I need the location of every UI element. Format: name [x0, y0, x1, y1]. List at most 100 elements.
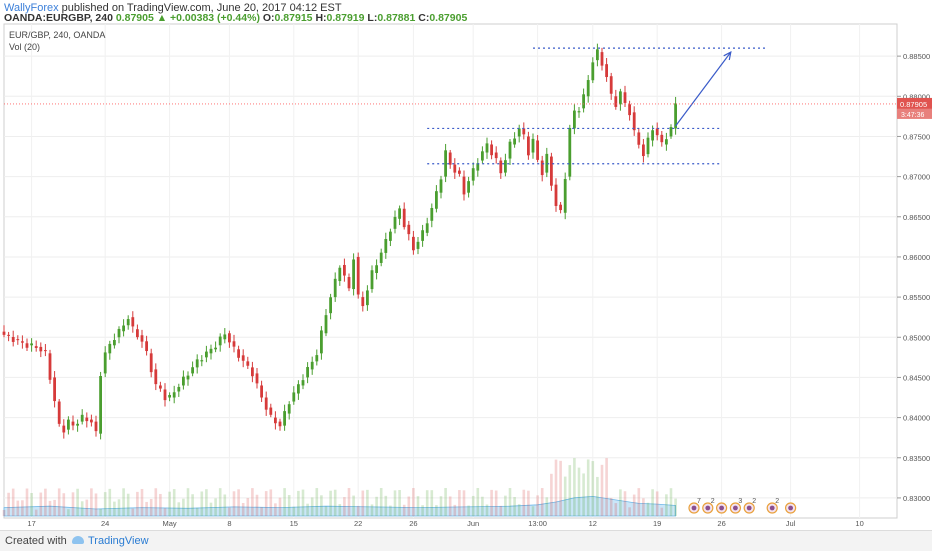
volume-bar — [255, 494, 259, 516]
candle-body — [21, 341, 24, 343]
candle-body — [237, 349, 240, 358]
volume-bar — [559, 460, 562, 516]
candle-body — [264, 397, 268, 410]
event-count: 3 — [738, 498, 742, 505]
volume-bar — [425, 490, 429, 516]
volume-bar — [333, 489, 337, 516]
candle-body — [269, 407, 273, 415]
volume-bar — [94, 493, 98, 516]
candle-body — [421, 230, 424, 241]
volume-bar — [614, 503, 618, 516]
price-axis[interactable]: 0.88500 0.88000 0.87500 0.87000 0.86500 0.860… — [897, 52, 932, 503]
candle-body — [471, 168, 475, 181]
plot-area[interactable] — [3, 23, 898, 519]
volume-bar — [600, 464, 604, 516]
candle-body — [582, 94, 585, 109]
price-tick-label: 0.86500 — [903, 213, 930, 222]
volume-bar — [122, 488, 125, 516]
volume-bar — [352, 495, 355, 516]
time-axis[interactable]: 17 24 May 8 15 22 26 Jun 13:00 12 19 26 Jul 10 — [27, 519, 863, 528]
volume-bar — [301, 489, 305, 516]
candle-body — [476, 163, 480, 171]
candle-body — [490, 144, 493, 156]
candle-body — [223, 334, 227, 340]
event-marker-dot — [719, 505, 724, 511]
candle-body — [448, 152, 452, 165]
candle-body — [306, 367, 309, 378]
tradingview-link[interactable]: TradingView — [72, 535, 149, 547]
candle-body — [347, 277, 351, 289]
footer: Created with TradingView — [0, 530, 932, 551]
candle-body — [425, 223, 429, 233]
volume-bar — [195, 507, 199, 516]
candle-body — [320, 330, 323, 354]
candle-body — [605, 64, 608, 78]
volume-bar — [205, 489, 208, 516]
candle-body — [467, 181, 470, 193]
volume-bar — [186, 488, 190, 516]
volume-bar — [287, 495, 291, 516]
event-markers: 7 2 3 2 2 — [688, 498, 797, 514]
volume-bar — [136, 491, 139, 516]
candle-body — [550, 156, 553, 186]
volume-bar — [191, 494, 194, 516]
candle-body — [527, 136, 530, 156]
volume-bar — [412, 488, 415, 516]
candle-body — [232, 341, 236, 347]
volume-bar — [90, 488, 93, 516]
price-tick-label: 0.83500 — [903, 454, 930, 463]
time-tick-label: 24 — [101, 519, 109, 528]
tradingview-brand: TradingView — [88, 535, 149, 547]
volume-bar — [140, 488, 144, 516]
volume-bar — [241, 502, 245, 516]
candle-body — [122, 325, 125, 332]
volume-bar — [315, 488, 319, 516]
volume-bar — [660, 507, 664, 516]
volume-bar — [573, 458, 576, 516]
volume-bar — [163, 508, 167, 516]
volume-bar — [48, 500, 52, 516]
volume-bar — [324, 506, 328, 516]
candle-body — [274, 417, 277, 424]
volume-bar — [145, 501, 148, 516]
event-count: 7 — [697, 498, 701, 505]
time-tick-label: 22 — [354, 519, 362, 528]
volume-bar — [356, 505, 360, 516]
volume-area — [2, 458, 677, 517]
volume-bar — [540, 488, 544, 516]
candle-body — [315, 355, 319, 362]
time-tick-label: 19 — [653, 519, 661, 528]
volume-bar — [398, 490, 401, 516]
candle-body — [352, 259, 355, 290]
volume-bar — [646, 502, 650, 516]
candle-body — [228, 333, 231, 343]
candle-body — [338, 267, 342, 282]
candle-body — [172, 392, 176, 398]
event-marker-dot — [788, 505, 793, 511]
volume-bar — [619, 489, 622, 516]
price-tick-label: 0.86000 — [903, 253, 930, 262]
candle-body — [310, 361, 314, 370]
volume-bar — [71, 492, 75, 516]
volume-bar — [338, 504, 342, 516]
candle-body — [48, 353, 52, 380]
volume-bar — [283, 488, 286, 516]
price-tick-label: 0.85000 — [903, 333, 930, 342]
open-label: O: — [262, 12, 275, 24]
volume-bar — [292, 506, 296, 516]
candle-body — [126, 319, 130, 326]
candle-body — [30, 343, 33, 346]
candle-body — [591, 62, 595, 81]
volume-bar — [177, 502, 181, 516]
author-link[interactable]: WallyForex — [4, 2, 59, 14]
event-marker-dot — [733, 505, 738, 511]
candle-body — [71, 421, 75, 426]
price-tick-label: 0.88000 — [903, 92, 930, 101]
volume-bar — [375, 496, 378, 516]
candle-body — [393, 216, 397, 229]
candle-body — [531, 138, 535, 153]
volume-bar — [232, 491, 236, 516]
price-chart[interactable]: 0.88500 0.88000 0.87500 0.87000 0.86500 0.860… — [0, 22, 932, 530]
candle-body — [2, 331, 6, 335]
candle-body — [343, 264, 346, 276]
